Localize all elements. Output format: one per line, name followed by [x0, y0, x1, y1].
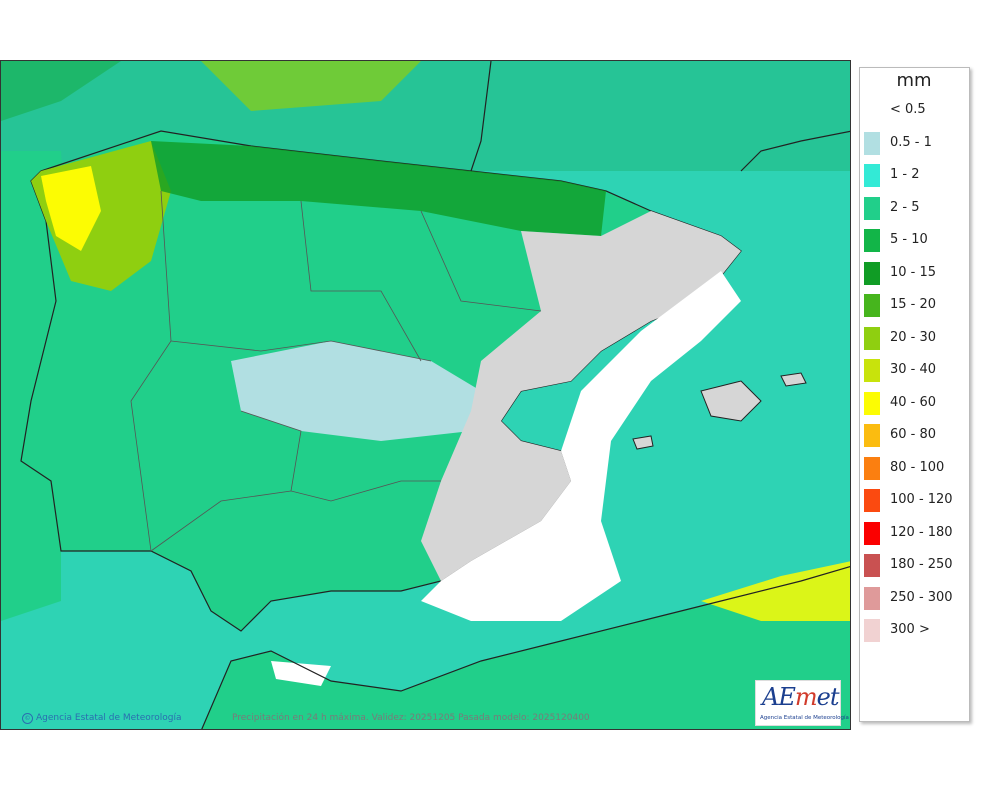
- mediterranean-dry-area: [421, 271, 741, 621]
- legend-swatch: [864, 229, 880, 252]
- legend-item: 20 - 30: [864, 326, 968, 351]
- legend-item: 180 - 250: [864, 553, 968, 578]
- eastern-dry-region: [421, 211, 741, 581]
- legend-swatch: [864, 521, 880, 545]
- central-light-region: [231, 341, 481, 441]
- legend-item: 100 - 120: [864, 488, 968, 513]
- map-canvas: [1, 61, 850, 729]
- legend-swatch: [864, 489, 880, 512]
- legend-item: 80 - 100: [864, 456, 968, 481]
- aemet-subtitle: Agencia Estatal de Meteorología: [760, 715, 849, 721]
- precipitation-map: [0, 60, 851, 730]
- legend-swatch: [864, 359, 880, 382]
- legend-item: 2 - 5: [864, 196, 968, 221]
- legend-label: 20 - 30: [890, 329, 937, 345]
- legend-item: 250 - 300: [864, 586, 968, 611]
- legend-item: 120 - 180: [864, 521, 968, 546]
- legend-swatch: [864, 164, 880, 187]
- legend-swatch: [864, 99, 880, 122]
- legend-label: 60 - 80: [890, 427, 937, 442]
- ibiza-island: [632, 435, 654, 450]
- france-border: [470, 61, 492, 172]
- map-caption: Precipitación en 24 h máxima. Validez: 2…: [232, 713, 590, 723]
- precipitation-legend: mm < 0.5 0.5 - 1 1 - 2 2 - 5 5 - 10 10 - 15 15…: [859, 67, 970, 722]
- legend-label: 300 >: [890, 622, 930, 637]
- legend-label: 10 - 15: [890, 264, 937, 280]
- legend-swatch: [864, 326, 880, 350]
- legend-item: 40 - 60: [864, 391, 968, 416]
- legend-swatch: [864, 456, 880, 480]
- aemet-logo: AEmet Agencia Estatal de Meteorología: [755, 680, 849, 726]
- legend-item: 10 - 15: [864, 261, 968, 286]
- legend-label: 80 - 100: [890, 459, 945, 475]
- legend-swatch: [864, 294, 880, 317]
- cantabrian-belt: [151, 141, 606, 236]
- legend-swatch: [864, 196, 880, 220]
- copyright-text: Agencia Estatal de Meteorología: [36, 713, 182, 723]
- aemet-wordmark: AEmet: [762, 683, 839, 711]
- legend-label: 1 - 2: [890, 167, 920, 182]
- legend-label: 15 - 20: [890, 297, 937, 312]
- legend-item: 60 - 80: [864, 423, 968, 448]
- legend-label: 2 - 5: [890, 199, 920, 215]
- legend-swatch: [864, 554, 880, 577]
- africa-coastline: [201, 565, 850, 729]
- legend-label: 30 - 40: [890, 362, 937, 377]
- legend-unit: mm: [896, 70, 932, 91]
- legend-item: 0.5 - 1: [864, 131, 968, 156]
- legend-swatch: [864, 424, 880, 447]
- copyright-notice: © Agencia Estatal de Meteorología: [22, 713, 182, 724]
- legend-swatch: [864, 586, 880, 610]
- african-dry-patch: [271, 661, 331, 686]
- legend-label: < 0.5: [890, 102, 926, 117]
- northwest-atlantic-band: [1, 61, 121, 121]
- legend-label: 250 - 300: [890, 589, 953, 605]
- legend-label: 40 - 60: [890, 394, 937, 410]
- legend-label: 5 - 10: [890, 232, 928, 247]
- legend-swatch: [864, 619, 880, 642]
- legend-swatch: [864, 261, 880, 285]
- legend-label: 0.5 - 1: [890, 134, 932, 150]
- cantabrian-sea-band: [201, 61, 421, 111]
- legend-item: < 0.5: [864, 98, 968, 123]
- legend-item: 30 - 40: [864, 358, 968, 383]
- africa-wet-region: [701, 561, 850, 621]
- legend-item: 15 - 20: [864, 293, 968, 318]
- legend-swatch: [864, 391, 880, 415]
- legend-item: 300 >: [864, 618, 968, 643]
- legend-swatch: [864, 131, 880, 155]
- legend-label: 120 - 180: [890, 524, 953, 540]
- legend-label: 100 - 120: [890, 492, 953, 507]
- menorca-island: [780, 372, 807, 387]
- galicia-max-region: [41, 166, 101, 251]
- mallorca-island: [700, 380, 762, 422]
- france-coastline: [740, 130, 850, 172]
- region-borders: [130, 190, 542, 552]
- legend-item: 1 - 2: [864, 163, 968, 188]
- copyright-icon: ©: [22, 713, 33, 724]
- legend-item: 5 - 10: [864, 228, 968, 253]
- legend-label: 180 - 250: [890, 557, 953, 572]
- north-africa-land: [201, 566, 850, 729]
